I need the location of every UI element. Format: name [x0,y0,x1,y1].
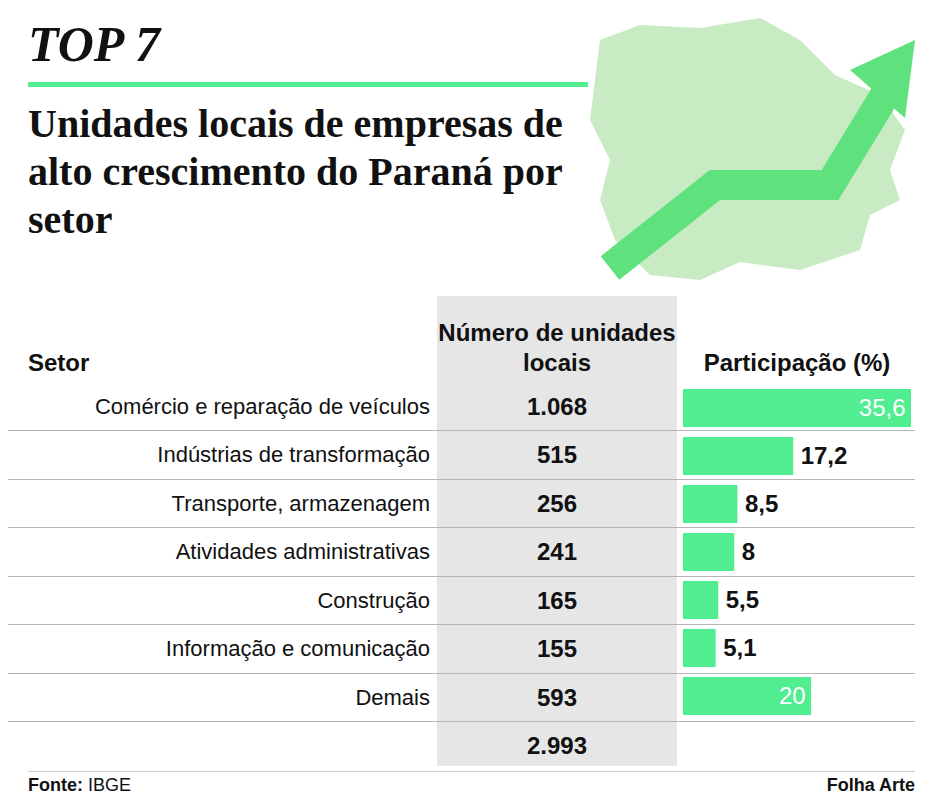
html-text:Comércio e reparação de veícul: Comércio e reparação de veículos [94,394,430,419]
svg-text:5,1: 5,1 [723,634,756,661]
html-text:2.993: 2.993 [527,732,587,759]
html-text:515: 515 [537,441,577,469]
html-text:593: 593 [537,683,577,711]
html-text:241: 241 [537,538,577,566]
html-text:Unidades locais de empresas de: Unidades locais de empresas de alto cres… [28,101,563,242]
svg-text:8: 8 [742,538,755,565]
html-text:256: 256 [537,489,577,517]
svg-text:8,5: 8,5 [745,490,778,517]
html-text:Folha Arte: Folha Arte [826,775,915,795]
svg-text:5,5: 5,5 [726,586,759,613]
html-text:Número de unidades locais: Número de unidades locais [438,319,676,376]
html-text:Atividades administrativas: Atividades administrativas [175,539,430,565]
html-text:Transporte, armazenagem: Transporte, armazenagem [171,490,430,516]
html-text:Participação (%): Participação (%) [703,349,891,376]
svg-text:17,2: 17,2 [801,442,848,469]
svg-text:35,6: 35,6 [859,394,906,421]
html-text:Construção: Construção [317,587,430,613]
html-text:TOP 7: TOP 7 [28,16,160,72]
html-text:Indústrias de transformação: Indústrias de transformação [157,442,430,468]
html-text:Fonte: IBGE: Fonte: IBGE [28,775,131,795]
html-text:1.068: 1.068 [527,393,587,420]
html-text:165: 165 [537,586,577,614]
svg-text:20: 20 [779,682,806,709]
html-text:155: 155 [537,635,577,663]
html-text:Informação e comunicação: Informação e comunicação [165,636,430,662]
html-text:Setor: Setor [28,349,90,376]
html-text:Demais: Demais [355,684,430,710]
